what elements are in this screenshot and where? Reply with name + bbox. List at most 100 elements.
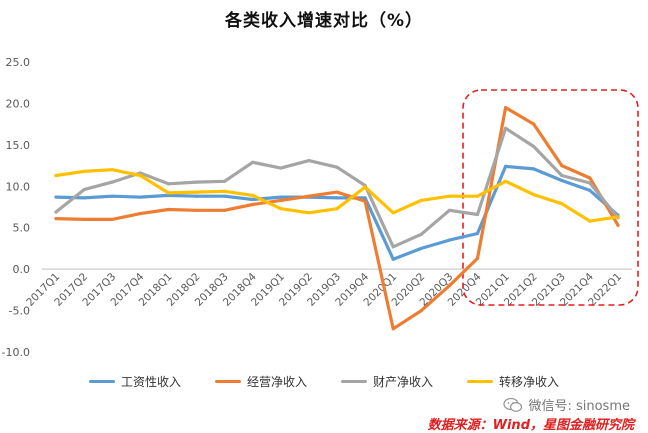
data-point: [110, 180, 114, 184]
data-point: [475, 212, 480, 217]
data-point: [251, 197, 255, 202]
data-point: [251, 193, 255, 197]
legend-swatch: [214, 380, 241, 383]
wechat-watermark: 微信号: sinosme: [503, 395, 630, 414]
data-point: [110, 217, 114, 222]
data-point: [560, 202, 564, 206]
data-point: [166, 191, 171, 195]
data-point: [251, 160, 255, 164]
data-point: [419, 246, 423, 251]
data-point: [138, 173, 142, 178]
y-tick-label: 20.0: [6, 97, 31, 110]
series-group: [54, 105, 620, 331]
data-point: [363, 196, 367, 200]
data-point: [363, 185, 367, 189]
data-point: [560, 163, 564, 168]
data-point: [307, 211, 311, 215]
y-tick-label: 10.0: [6, 180, 31, 193]
data-point: [223, 189, 227, 193]
data-point: [54, 195, 58, 199]
legend-label: 工资性收入: [120, 375, 181, 389]
data-point: [251, 202, 255, 207]
data-point: [588, 219, 592, 223]
x-axis: 2017Q12017Q22017Q32017Q42018Q12018Q22018…: [24, 268, 632, 309]
data-point: [532, 144, 536, 149]
data-point: [110, 194, 114, 198]
data-point: [475, 231, 480, 236]
data-point: [503, 126, 508, 130]
data-point: [223, 194, 227, 198]
data-point: [279, 207, 283, 211]
legend-swatch: [341, 380, 367, 383]
wechat-id: 微信号: sinosme: [528, 399, 630, 414]
y-tick-label: 25.0: [6, 56, 31, 69]
legend-label: 经营净收入: [246, 375, 307, 389]
data-point: [82, 196, 86, 200]
data-point: [503, 179, 508, 183]
data-point: [503, 164, 508, 168]
data-point: [335, 190, 339, 194]
data-point: [532, 192, 536, 197]
data-point: [82, 169, 86, 173]
data-point: [475, 194, 480, 198]
chart-title: 各类收入增速对比（%）: [224, 11, 424, 31]
legend-swatch: [467, 380, 494, 383]
legend-swatch: [88, 380, 115, 383]
wechat-icon: [503, 397, 523, 412]
data-point: [532, 122, 536, 126]
data-point: [194, 180, 199, 184]
data-point: [82, 217, 86, 222]
y-tick-label: 5.0: [13, 222, 31, 235]
data-point: [419, 308, 423, 313]
y-tick-label: -5.0: [9, 305, 30, 318]
data-point: [419, 198, 423, 202]
data-source: 数据来源：Wind，星图金融研究院: [427, 418, 634, 433]
data-point: [307, 194, 311, 198]
data-point: [560, 178, 564, 183]
data-point: [307, 159, 311, 163]
legend-item-wage[interactable]: 工资性收入: [88, 373, 181, 390]
data-point: [194, 208, 199, 212]
data-point: [447, 208, 451, 212]
data-point: [616, 215, 620, 219]
data-point: [335, 165, 339, 169]
legend-item-business[interactable]: 经营净收入: [214, 373, 307, 390]
data-point: [54, 217, 58, 221]
data-point: [532, 167, 536, 171]
data-point: [391, 245, 395, 249]
data-point: [138, 212, 142, 216]
y-axis: 25.0 20.0 15.0 10.0 5.0 0.0 -5.0 -10.0: [2, 56, 30, 359]
data-point: [54, 173, 58, 178]
data-point: [503, 105, 508, 110]
legend-label: 转移净收入: [499, 375, 560, 389]
data-point: [194, 190, 199, 194]
y-tick-label: 15.0: [6, 139, 31, 152]
y-tick-label: -10.0: [2, 346, 30, 359]
data-point: [82, 188, 86, 192]
data-point: [279, 195, 283, 199]
legend-item-property[interactable]: 财产净收入: [341, 373, 433, 390]
data-point: [110, 168, 114, 172]
data-point: [588, 188, 592, 193]
data-point: [588, 181, 592, 185]
data-point: [560, 173, 564, 178]
data-point: [588, 176, 592, 180]
data-point: [166, 182, 171, 186]
data-point: [447, 284, 451, 288]
data-point: [391, 211, 395, 215]
data-point: [279, 166, 283, 170]
data-point: [447, 194, 451, 198]
legend-item-transfer[interactable]: 转移净收入: [467, 373, 559, 390]
data-point: [447, 238, 451, 242]
data-point: [54, 210, 58, 214]
data-point: [363, 199, 367, 203]
data-point: [419, 232, 423, 236]
legend-label: 财产净收入: [373, 375, 434, 389]
data-point: [166, 193, 171, 197]
data-point: [279, 198, 283, 202]
data-point: [223, 208, 227, 212]
data-point: [335, 207, 339, 211]
data-point: [616, 223, 620, 227]
